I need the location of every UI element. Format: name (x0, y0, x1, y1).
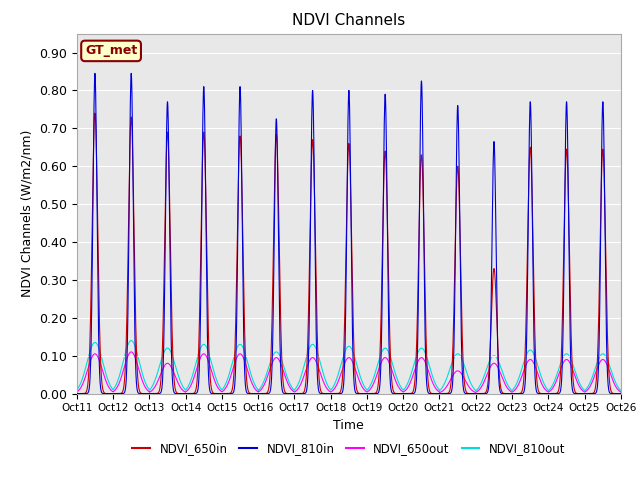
Y-axis label: NDVI Channels (W/m2/nm): NDVI Channels (W/m2/nm) (20, 130, 33, 297)
Title: NDVI Channels: NDVI Channels (292, 13, 405, 28)
Legend: NDVI_650in, NDVI_810in, NDVI_650out, NDVI_810out: NDVI_650in, NDVI_810in, NDVI_650out, NDV… (127, 437, 570, 460)
X-axis label: Time: Time (333, 419, 364, 432)
Text: GT_met: GT_met (85, 44, 137, 58)
